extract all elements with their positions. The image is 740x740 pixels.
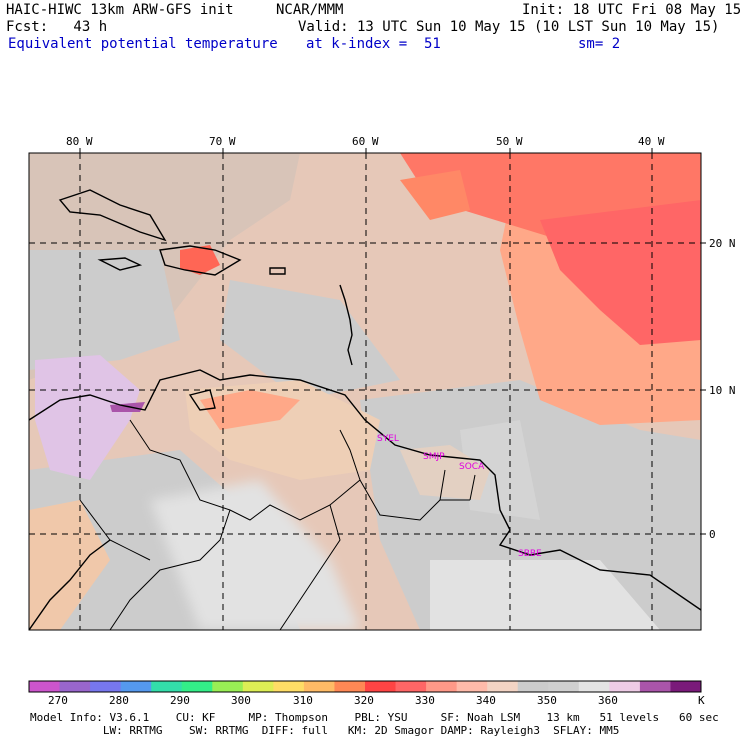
lon-label: 50 W: [496, 135, 523, 148]
colorbar-swatch: [181, 681, 213, 692]
colorbar-label: 290: [170, 694, 190, 707]
colorbar-label: 270: [48, 694, 68, 707]
valid-time: Valid: 13 UTC Sun 10 May 15 (10 LST Sun …: [298, 19, 720, 35]
lat-labels: 20 N 10 N 0: [709, 237, 736, 541]
field-shading: [29, 153, 701, 630]
colorbar-swatch: [242, 681, 274, 692]
colorbar-swatch: [29, 681, 61, 692]
colorbar-swatch: [456, 681, 488, 692]
colorbar-swatch: [517, 681, 549, 692]
field-name: Equivalent potential temperature: [8, 36, 278, 52]
org-label: NCAR/MMM: [276, 2, 344, 18]
colorbar-label: 350: [537, 694, 557, 707]
colorbar-label: 320: [354, 694, 374, 707]
colorbar-swatch: [334, 681, 366, 692]
colorbar-swatch: [120, 681, 152, 692]
lat-label: 0: [709, 528, 716, 541]
colorbar-swatch: [395, 681, 427, 692]
lon-label: 80 W: [66, 135, 93, 148]
colorbar-label: 300: [231, 694, 251, 707]
smoothing-info: sm= 2: [578, 36, 621, 52]
lon-label: 40 W: [638, 135, 665, 148]
colorbar-swatch: [548, 681, 580, 692]
footer-physics-info: LW: RRTMG SW: RRTMG DIFF: full KM: 2D Sm…: [30, 724, 620, 737]
colorbar-label: 330: [415, 694, 435, 707]
level-info: at k-index = 51: [306, 36, 441, 52]
colorbar-border: [28, 680, 702, 693]
station-label: SMJP: [423, 452, 445, 462]
country-borders: [79, 419, 476, 630]
init-time: Init: 18 UTC Fri 08 May 15: [522, 2, 740, 18]
lon-labels: 80 W 70 W 60 W 50 W 40 W: [66, 135, 665, 148]
colorbar-swatch: [670, 681, 702, 692]
station-labels: SYEL SMJP SOCA SBBE: [377, 434, 542, 559]
map-frame: [28, 152, 702, 631]
colorbar-swatch: [639, 681, 671, 692]
colorbar-swatch: [273, 681, 305, 692]
colorbar-unit: K: [698, 694, 705, 707]
colorbar-swatch: [59, 681, 91, 692]
colorbar-label: 280: [109, 694, 129, 707]
footer-model-info: Model Info: V3.6.1 CU: KF MP: Thompson P…: [30, 711, 719, 724]
lat-lon-grid: [29, 153, 701, 630]
colorbar-label: 340: [476, 694, 496, 707]
station-label: SYEL: [377, 434, 399, 444]
colorbar-swatch: [487, 681, 519, 692]
colorbar-swatch: [578, 681, 610, 692]
colorbar-swatch: [426, 681, 458, 692]
station-label: SOCA: [459, 462, 485, 472]
colorbar-swatch: [365, 681, 397, 692]
station-label: SBBE: [518, 549, 542, 559]
colorbar-swatch: [303, 681, 335, 692]
colorbar-label: 310: [293, 694, 313, 707]
lat-label: 20 N: [709, 237, 736, 250]
forecast-hour: Fcst: 43 h: [6, 19, 108, 35]
top-ticks: [79, 148, 706, 535]
model-title: HAIC-HIWC 13km ARW-GFS init: [6, 2, 234, 18]
colorbar-swatch: [90, 681, 122, 692]
lat-label: 10 N: [709, 384, 736, 397]
colorbar-swatch: [609, 681, 641, 692]
colorbar: [28, 680, 702, 693]
lon-label: 60 W: [352, 135, 379, 148]
lon-label: 70 W: [209, 135, 236, 148]
colorbar-labels: 270 280 290 300 310 320 330 340 350 360 …: [48, 694, 705, 707]
colorbar-swatch: [212, 681, 244, 692]
coastlines: [29, 189, 701, 630]
colorbar-swatch: [151, 681, 183, 692]
colorbar-label: 360: [598, 694, 618, 707]
